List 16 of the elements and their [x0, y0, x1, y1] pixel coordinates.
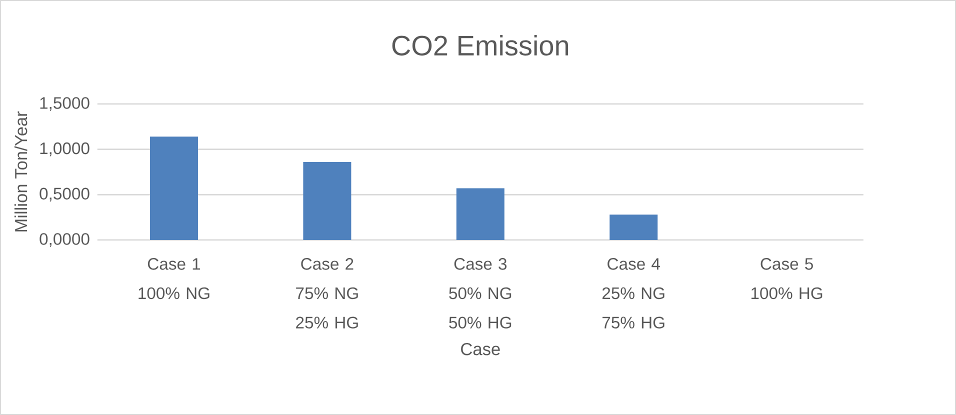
bar [456, 188, 504, 240]
x-tick-label: Case 1 100% NG [138, 258, 210, 300]
bar [610, 214, 658, 240]
chart-title: CO2 Emission [392, 35, 568, 56]
x-tick-label: Case 4 25% NG 75% HG [602, 258, 664, 329]
bar [303, 162, 352, 240]
x-tick-label: Case 2 75% NG 25% HG [296, 258, 358, 329]
x-tick-label: Case 5 100% HG [751, 258, 822, 300]
y-tick-label: 0,5000 [40, 188, 90, 202]
x-axis-title: Case [461, 342, 500, 356]
y-axis-title: Million Ton/Year [14, 111, 28, 232]
bar [150, 136, 198, 240]
y-tick-label: 1,5000 [40, 97, 90, 111]
y-tick-label: 1,0000 [40, 142, 90, 156]
y-tick-label: 0,0000 [40, 233, 90, 247]
x-tick-label: Case 3 50% NG 50% HG [449, 258, 512, 329]
